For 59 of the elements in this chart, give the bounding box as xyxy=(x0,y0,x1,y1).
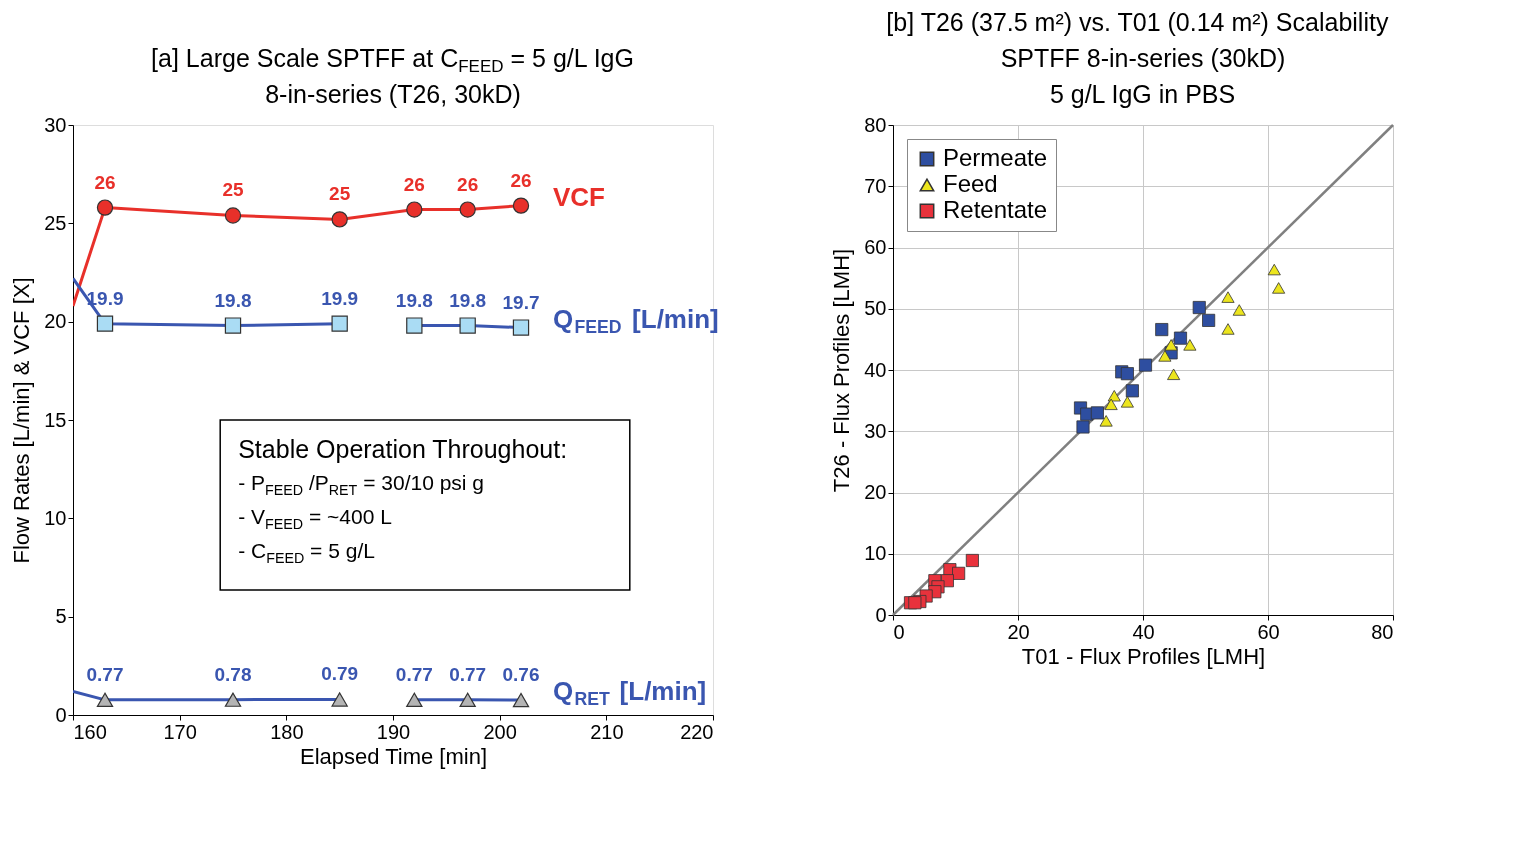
x-tick-label: 40 xyxy=(1132,620,1155,643)
data-label: 25 xyxy=(329,183,351,205)
x-tick-label: 180 xyxy=(270,720,304,743)
y-axis-title: Flow Rates [L/min] & VCF [X] xyxy=(9,277,35,564)
x-tick-label: 60 xyxy=(1257,620,1280,643)
data-label: 19.8 xyxy=(449,289,487,311)
data-label: 0.79 xyxy=(321,663,359,685)
data-label: 19.9 xyxy=(86,287,124,309)
y-tick-label: 0 xyxy=(875,603,887,626)
data-label: 26 xyxy=(403,173,425,195)
x-tick-label: 200 xyxy=(483,720,517,743)
y-tick-label: 70 xyxy=(864,174,887,197)
x-tick-label: 220 xyxy=(680,720,714,743)
x-tick-label: 20 xyxy=(1007,620,1030,643)
text: 8-in-series (T26, 30kD) xyxy=(265,80,521,108)
y-axis-title: T26 - Flux Profiles [LMH] xyxy=(829,248,855,493)
y-tick-label: 50 xyxy=(864,297,887,320)
data-label: 19.8 xyxy=(395,289,433,311)
y-tick-label: 5 xyxy=(55,605,67,628)
y-tick-label: 30 xyxy=(864,419,887,442)
y-tick-label: 10 xyxy=(864,542,887,565)
data-label: 19.9 xyxy=(321,287,359,309)
data-label: 25 xyxy=(222,179,244,201)
legend-label: Permeate xyxy=(943,144,1048,171)
x-tick-label: 80 xyxy=(1371,620,1394,643)
y-tick-label: 0 xyxy=(55,703,67,726)
y-tick-label: 30 xyxy=(44,113,67,136)
y-tick-label: 20 xyxy=(44,310,67,333)
data-label: 0.76 xyxy=(502,664,540,686)
data-label: 0.78 xyxy=(214,663,252,685)
text: 5 g/L IgG in PBS xyxy=(1049,80,1236,108)
series-label: VCF xyxy=(553,181,605,212)
legend-label: Retentate xyxy=(943,196,1048,223)
data-label: 26 xyxy=(510,169,532,191)
data-label: 26 xyxy=(457,173,479,195)
data-label: 0.77 xyxy=(449,663,487,685)
x-tick-label: 0 xyxy=(893,620,905,643)
y-tick-label: 80 xyxy=(864,113,887,136)
text: SPTFF 8-in-series (30kD) xyxy=(1000,44,1286,72)
y-tick-label: 60 xyxy=(864,236,887,258)
x-axis-title: T01 - Flux Profiles [LMH] xyxy=(1021,643,1266,669)
x-tick-label: 160 xyxy=(73,720,107,743)
data-label: 19.7 xyxy=(502,291,540,313)
annotation: Stable Operation Throughout: xyxy=(238,435,568,463)
data-label: 26 xyxy=(94,171,116,193)
data-label: 0.77 xyxy=(86,663,124,685)
legend-label: Feed xyxy=(943,170,998,197)
x-tick-label: 170 xyxy=(163,720,197,743)
y-tick-label: 25 xyxy=(44,211,67,234)
y-tick-label: 40 xyxy=(864,358,887,381)
data-label: 19.8 xyxy=(214,289,252,311)
data-label: 0.77 xyxy=(395,663,433,685)
y-tick-label: 10 xyxy=(44,506,67,529)
x-tick-label: 190 xyxy=(376,720,411,743)
x-axis-title: Elapsed Time [min] xyxy=(299,743,488,769)
y-tick-label: 15 xyxy=(44,408,67,431)
text: [b] T26 (37.5 m²) vs. T01 (0.14 m²) Scalability xyxy=(886,8,1389,36)
x-tick-label: 210 xyxy=(590,720,624,743)
y-tick-label: 20 xyxy=(864,481,887,503)
